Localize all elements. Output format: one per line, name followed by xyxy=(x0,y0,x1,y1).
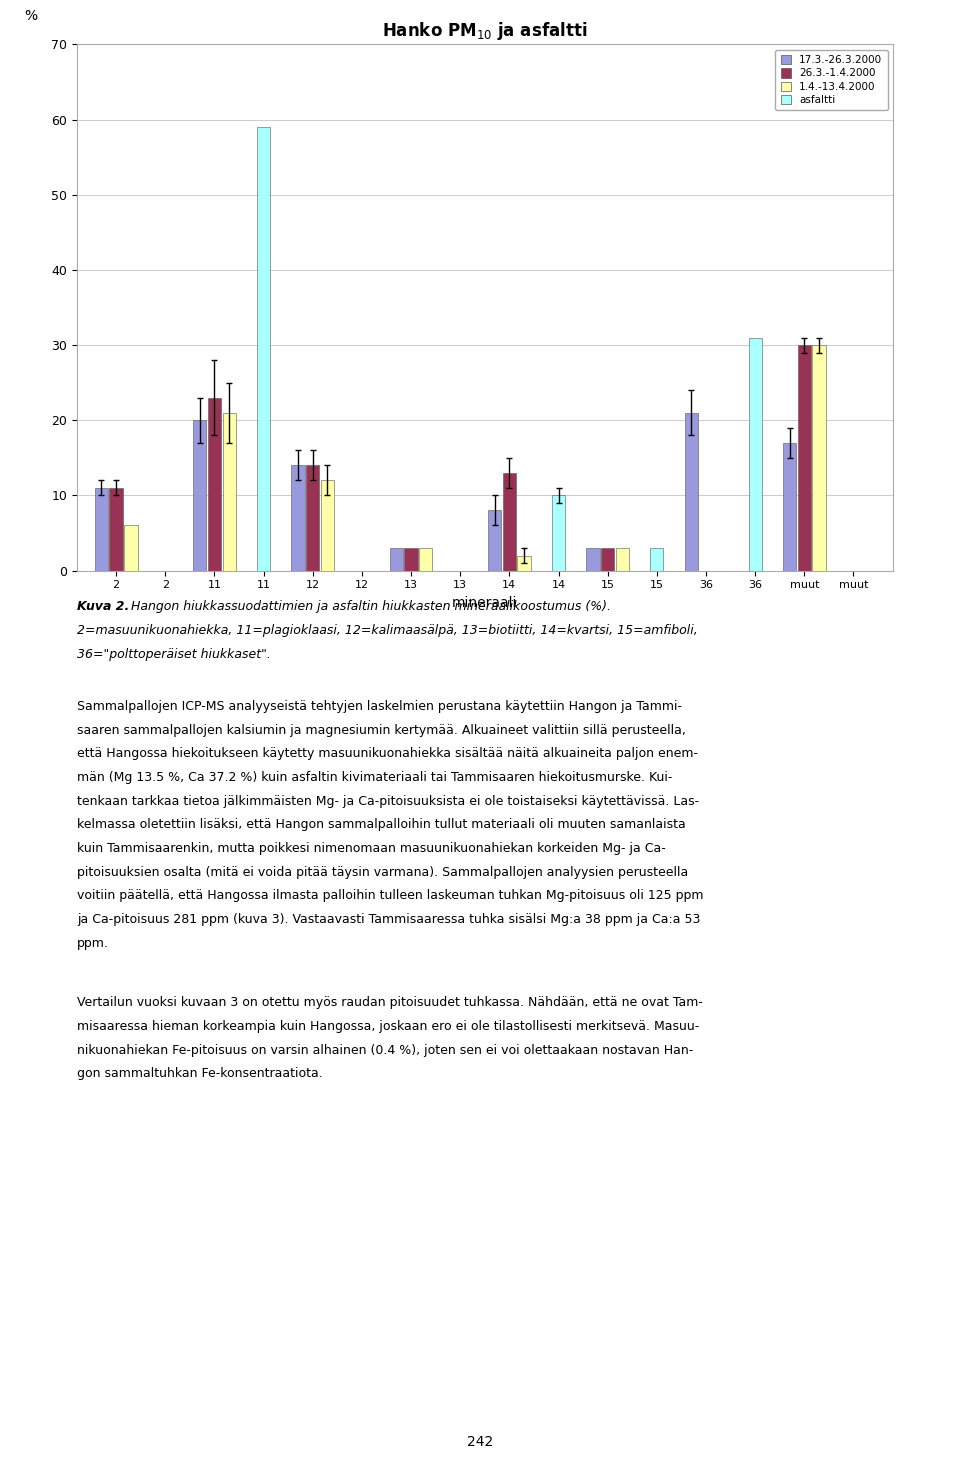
Bar xyxy=(749,338,762,571)
Text: män (Mg 13.5 %, Ca 37.2 %) kuin asfaltin kivimateriaali tai Tammisaaren hiekoitu: män (Mg 13.5 %, Ca 37.2 %) kuin asfaltin… xyxy=(77,771,672,784)
Text: Sammalpallojen ICP-MS analyyseistä tehtyjen laskelmien perustana käytettiin Hang: Sammalpallojen ICP-MS analyyseistä tehty… xyxy=(77,700,682,713)
X-axis label: mineraali: mineraali xyxy=(452,596,517,611)
Bar xyxy=(488,510,501,571)
Bar xyxy=(783,443,796,571)
Text: kuin Tammisaarenkin, mutta poikkesi nimenomaan masuunikuonahiekan korkeiden Mg- : kuin Tammisaarenkin, mutta poikkesi nime… xyxy=(77,842,665,855)
Text: kelmassa oletettiin lisäksi, että Hangon sammalpalloihin tullut materiaali oli m: kelmassa oletettiin lisäksi, että Hangon… xyxy=(77,818,685,831)
Text: nikuonahiekan Fe-pitoisuus on varsin alhainen (0.4 %), joten sen ei voi olettaak: nikuonahiekan Fe-pitoisuus on varsin alh… xyxy=(77,1043,693,1057)
Bar xyxy=(390,548,403,571)
Bar xyxy=(587,548,600,571)
Bar xyxy=(420,548,432,571)
Text: ppm.: ppm. xyxy=(77,937,108,950)
Text: tenkaan tarkkaa tietoa jälkimmäisten Mg- ja Ca-pitoisuuksista ei ole toistaiseks: tenkaan tarkkaa tietoa jälkimmäisten Mg-… xyxy=(77,794,699,808)
Bar xyxy=(321,480,334,571)
Text: pitoisuuksien osalta (mitä ei voida pitää täysin varmana). Sammalpallojen analyy: pitoisuuksien osalta (mitä ei voida pitä… xyxy=(77,865,688,879)
Bar xyxy=(193,421,206,571)
Legend: 17.3.-26.3.2000, 26.3.-1.4.2000, 1.4.-13.4.2000, asfaltti: 17.3.-26.3.2000, 26.3.-1.4.2000, 1.4.-13… xyxy=(776,50,888,110)
Bar xyxy=(207,397,221,571)
Bar xyxy=(798,345,811,571)
Bar xyxy=(517,556,531,571)
Bar xyxy=(109,488,123,571)
Text: ja Ca-pitoisuus 281 ppm (kuva 3). Vastaavasti Tammisaaressa tuhka sisälsi Mg:a 3: ja Ca-pitoisuus 281 ppm (kuva 3). Vastaa… xyxy=(77,913,700,926)
Text: misaaressa hieman korkeampia kuin Hangossa, joskaan ero ei ole tilastollisesti m: misaaressa hieman korkeampia kuin Hangos… xyxy=(77,1020,699,1033)
Bar xyxy=(812,345,826,571)
Bar xyxy=(95,488,108,571)
Text: saaren sammalpallojen kalsiumin ja magnesiumin kertymää. Alkuaineet valittiin si: saaren sammalpallojen kalsiumin ja magne… xyxy=(77,723,685,737)
Text: Kuva 2.: Kuva 2. xyxy=(77,600,129,614)
Bar xyxy=(124,526,137,571)
Bar xyxy=(306,465,320,571)
Bar xyxy=(292,465,304,571)
Bar xyxy=(223,413,236,571)
Text: %: % xyxy=(24,9,36,24)
Bar xyxy=(684,413,698,571)
Bar xyxy=(503,473,516,571)
Text: Hangon hiukkassuodattimien ja asfaltin hiukkasten mineraalikoostumus (%).: Hangon hiukkassuodattimien ja asfaltin h… xyxy=(127,600,611,614)
Text: 2=masuunikuonahiekka, 11=plagioklaasi, 12=kalimaasälpä, 13=biotiitti, 14=kvartsi: 2=masuunikuonahiekka, 11=plagioklaasi, 1… xyxy=(77,624,698,637)
Bar xyxy=(601,548,614,571)
Text: voitiin päätellä, että Hangossa ilmasta palloihin tulleen laskeuman tuhkan Mg-pi: voitiin päätellä, että Hangossa ilmasta … xyxy=(77,889,704,903)
Text: 242: 242 xyxy=(467,1436,493,1449)
Text: 36="polttoperäiset hiukkaset".: 36="polttoperäiset hiukkaset". xyxy=(77,648,271,661)
Bar xyxy=(615,548,629,571)
Bar xyxy=(404,548,418,571)
Bar xyxy=(650,548,663,571)
Text: gon sammaltuhkan Fe-konsentraatiota.: gon sammaltuhkan Fe-konsentraatiota. xyxy=(77,1067,323,1080)
Title: Hanko PM$_{10}$ ja asfaltti: Hanko PM$_{10}$ ja asfaltti xyxy=(382,21,588,41)
Text: Vertailun vuoksi kuvaan 3 on otettu myös raudan pitoisuudet tuhkassa. Nähdään, e: Vertailun vuoksi kuvaan 3 on otettu myös… xyxy=(77,996,703,1009)
Text: että Hangossa hiekoitukseen käytetty masuunikuonahiekka sisältää näitä alkuainei: että Hangossa hiekoitukseen käytetty mas… xyxy=(77,747,698,760)
Bar xyxy=(257,127,270,571)
Bar xyxy=(552,495,565,571)
